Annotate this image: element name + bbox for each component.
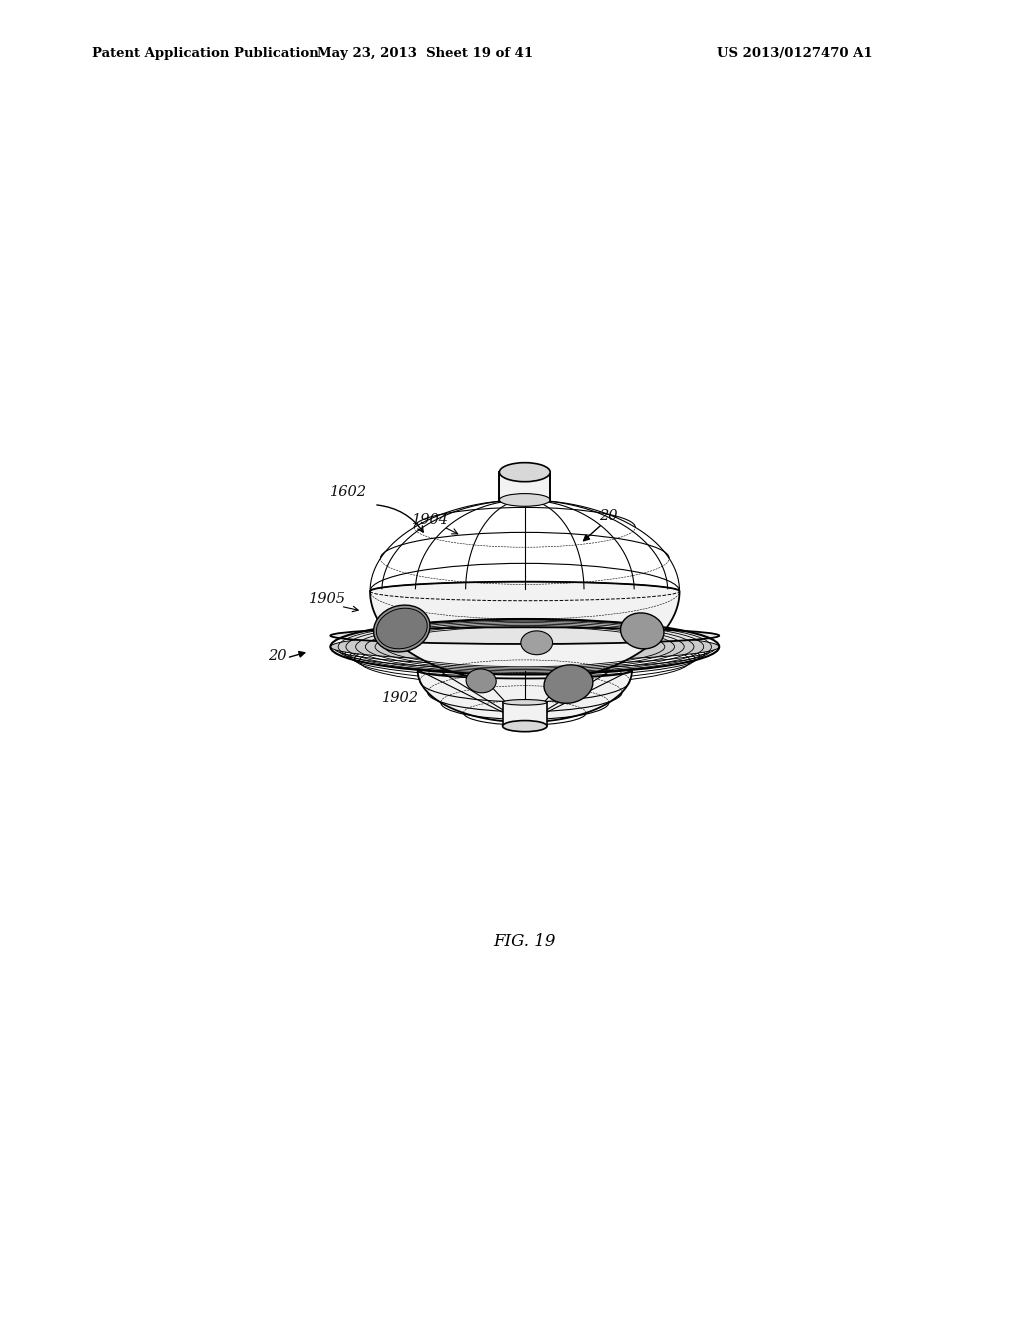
Polygon shape	[503, 702, 547, 726]
Text: 1905: 1905	[309, 593, 346, 606]
Ellipse shape	[374, 605, 430, 652]
Ellipse shape	[503, 700, 547, 705]
Polygon shape	[418, 671, 632, 722]
Ellipse shape	[621, 612, 664, 649]
Text: 1902: 1902	[382, 692, 419, 705]
Ellipse shape	[377, 609, 427, 649]
Text: 1904: 1904	[532, 704, 569, 717]
Polygon shape	[370, 582, 680, 682]
Text: 1602: 1602	[331, 484, 368, 499]
Ellipse shape	[500, 462, 550, 482]
Ellipse shape	[503, 721, 547, 731]
Ellipse shape	[331, 627, 719, 644]
Text: 20: 20	[267, 649, 286, 663]
Text: May 23, 2013  Sheet 19 of 41: May 23, 2013 Sheet 19 of 41	[316, 46, 534, 59]
Ellipse shape	[521, 631, 553, 655]
Ellipse shape	[331, 632, 719, 660]
Polygon shape	[500, 473, 550, 500]
Text: US 2013/0127470 A1: US 2013/0127470 A1	[717, 46, 872, 59]
Text: 20: 20	[599, 508, 617, 523]
Ellipse shape	[544, 665, 593, 704]
Ellipse shape	[500, 494, 550, 507]
Ellipse shape	[466, 669, 497, 693]
Text: Patent Application Publication: Patent Application Publication	[92, 46, 318, 59]
Text: FIG. 19: FIG. 19	[494, 933, 556, 950]
Text: 1904: 1904	[412, 512, 450, 527]
